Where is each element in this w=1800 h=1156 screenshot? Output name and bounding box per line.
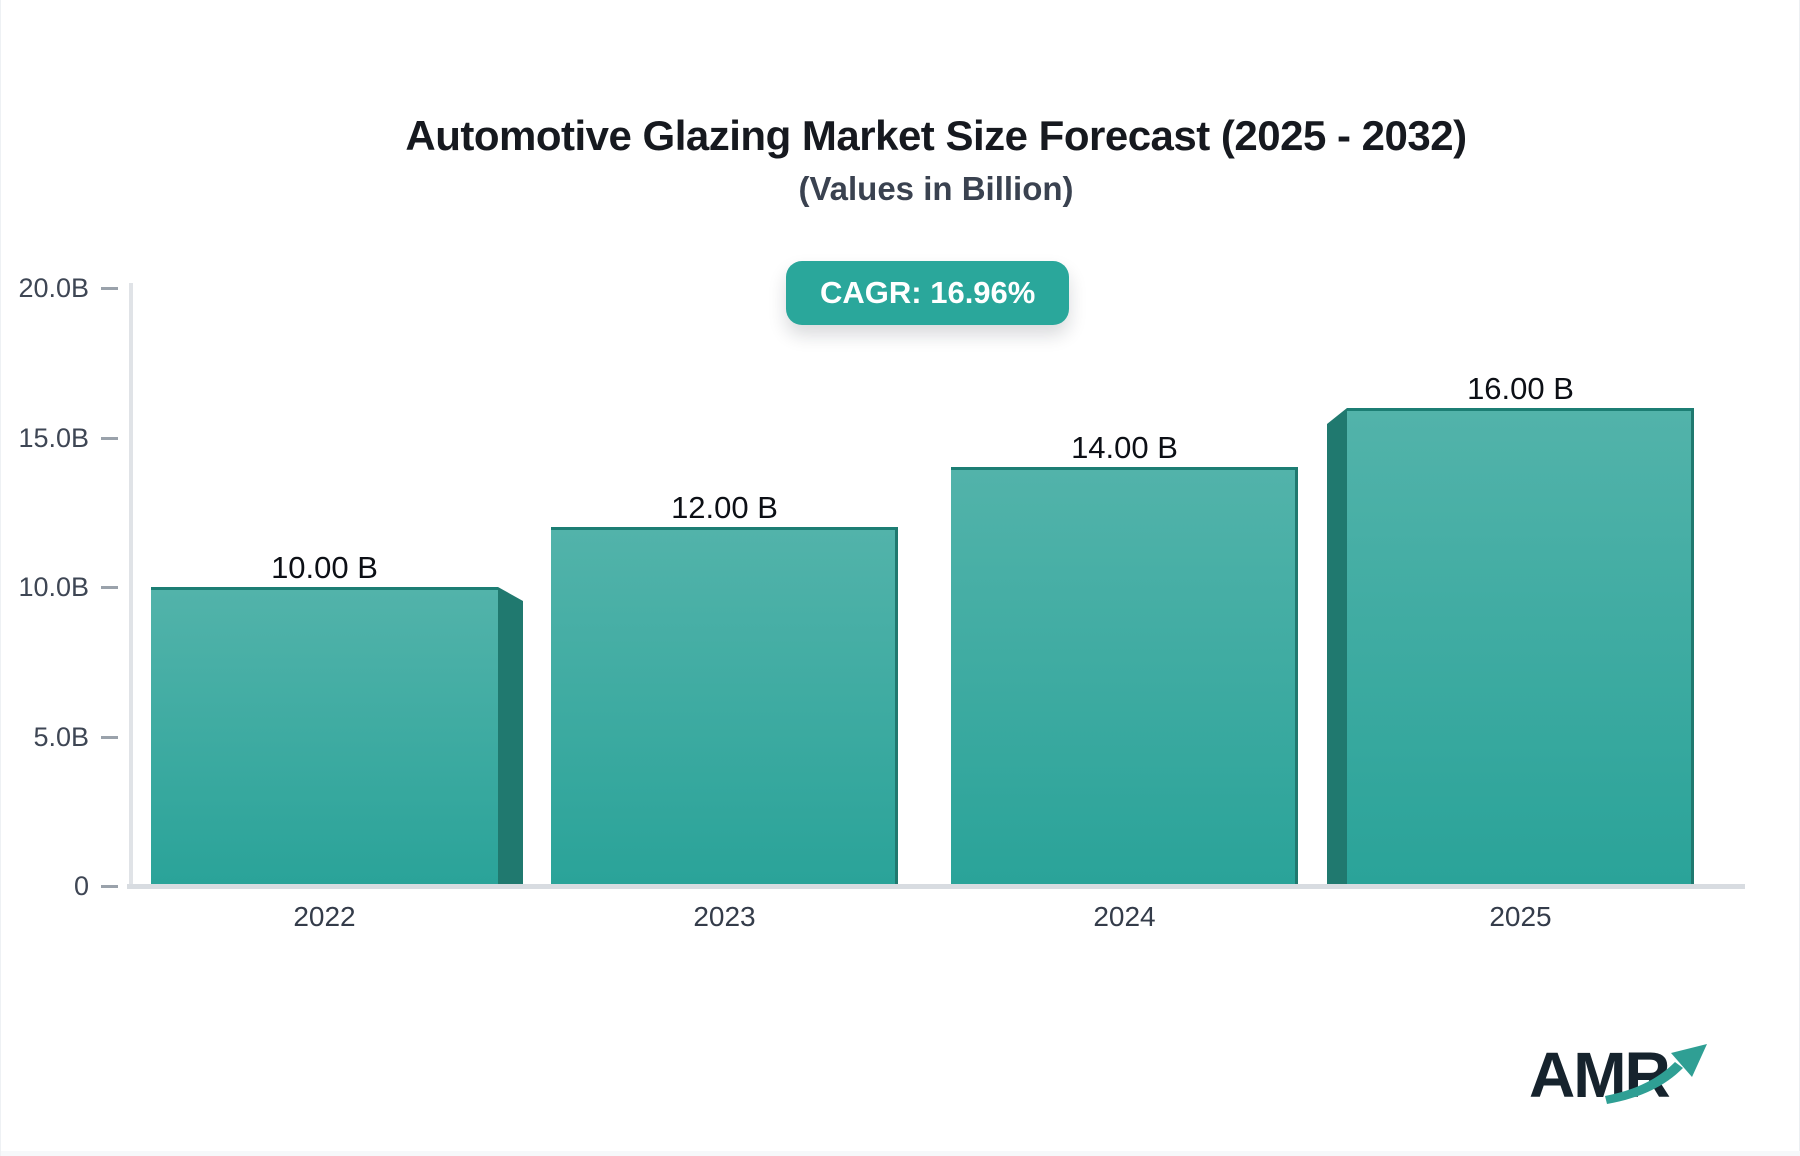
chart-subtitle: (Values in Billion)	[798, 170, 1074, 207]
y-tick-dash	[101, 437, 118, 440]
y-tick-label: 5.0B	[33, 722, 89, 752]
y-tick-label: 10.0B	[18, 572, 89, 602]
bar-2023	[551, 527, 898, 884]
y-tick-label: 0	[73, 871, 89, 901]
x-axis-label: 2025	[1489, 901, 1552, 932]
bar-value-label: 14.00 B	[1071, 430, 1178, 465]
bar-value-label: 12.00 B	[671, 490, 778, 525]
x-axis-baseline	[127, 884, 1745, 889]
y-tick-dash	[101, 885, 118, 888]
bar-2025	[1347, 408, 1694, 884]
cagr-badge: CAGR: 16.96%	[786, 261, 1070, 325]
y-tick-label: 20.0B	[18, 273, 89, 303]
bottom-edge	[1, 1151, 1800, 1156]
brand-logo-text: AMR	[1529, 1039, 1671, 1111]
bar-3d-side-left	[1327, 408, 1347, 884]
bar-2022	[151, 587, 498, 884]
x-axis-label: 2023	[693, 901, 756, 932]
y-tick-dash	[101, 736, 118, 739]
x-axis-label: 2024	[1093, 901, 1156, 932]
growth-arrow-icon	[1605, 1044, 1707, 1104]
bar-3d-side-right	[498, 587, 523, 884]
brand-logo: AMR	[1529, 1038, 1769, 1118]
y-tick-label: 15.0B	[18, 423, 89, 453]
bar-value-label: 10.00 B	[271, 550, 378, 585]
x-axis-label: 2022	[293, 901, 356, 932]
chart-title: Automotive Glazing Market Size Forecast …	[405, 112, 1467, 159]
bar-value-label: 16.00 B	[1467, 371, 1574, 406]
y-tick-dash	[101, 586, 118, 589]
y-tick-dash	[101, 287, 118, 290]
bar-2024	[951, 467, 1298, 884]
y-axis-line	[129, 283, 133, 886]
